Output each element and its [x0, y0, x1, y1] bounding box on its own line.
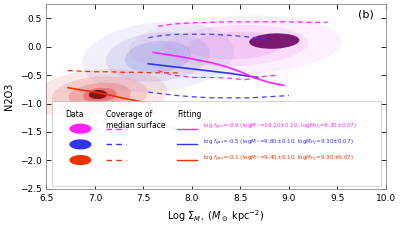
Ellipse shape [125, 41, 191, 73]
Y-axis label: N2O3: N2O3 [4, 83, 14, 110]
Ellipse shape [82, 22, 234, 92]
Ellipse shape [163, 25, 308, 66]
Text: Data: Data [65, 110, 84, 119]
X-axis label: Log $\Sigma_{M_*}$ ($M_\odot$ kpc$^{-2}$): Log $\Sigma_{M_*}$ ($M_\odot$ kpc$^{-2}$… [168, 208, 265, 223]
Ellipse shape [32, 69, 167, 121]
Text: Fitting: Fitting [177, 110, 202, 119]
Ellipse shape [69, 124, 92, 134]
Text: log $f_{gas}$=-0.1 (logM$_*$=9.40$\pm$0.10, logM$_{H_2}$=9.30$\pm$0.07): log $f_{gas}$=-0.1 (logM$_*$=9.40$\pm$0.… [202, 154, 354, 164]
Ellipse shape [91, 91, 108, 99]
Ellipse shape [69, 83, 131, 107]
Text: log $f_{gas}$=-0.9 (logM$_*$=10.20$\pm$0.10, logM$_{H_2}$=9.30$\pm$0.07): log $f_{gas}$=-0.9 (logM$_*$=10.20$\pm$0… [202, 122, 357, 132]
Text: log $f_{gas}$=-0.5 (logM$_*$=9.80$\pm$0.10, logM$_{H_2}$=9.30$\pm$0.07): log $f_{gas}$=-0.5 (logM$_*$=9.80$\pm$0.… [202, 138, 353, 148]
Text: Coverage of
median surface: Coverage of median surface [106, 110, 165, 130]
Ellipse shape [129, 15, 342, 76]
Ellipse shape [106, 32, 210, 82]
Ellipse shape [249, 33, 300, 49]
Ellipse shape [52, 76, 148, 114]
Text: (b): (b) [358, 10, 374, 20]
Ellipse shape [69, 155, 92, 165]
Ellipse shape [83, 88, 116, 102]
Ellipse shape [69, 139, 92, 149]
FancyBboxPatch shape [52, 101, 381, 186]
Ellipse shape [89, 90, 107, 99]
Ellipse shape [187, 32, 284, 59]
